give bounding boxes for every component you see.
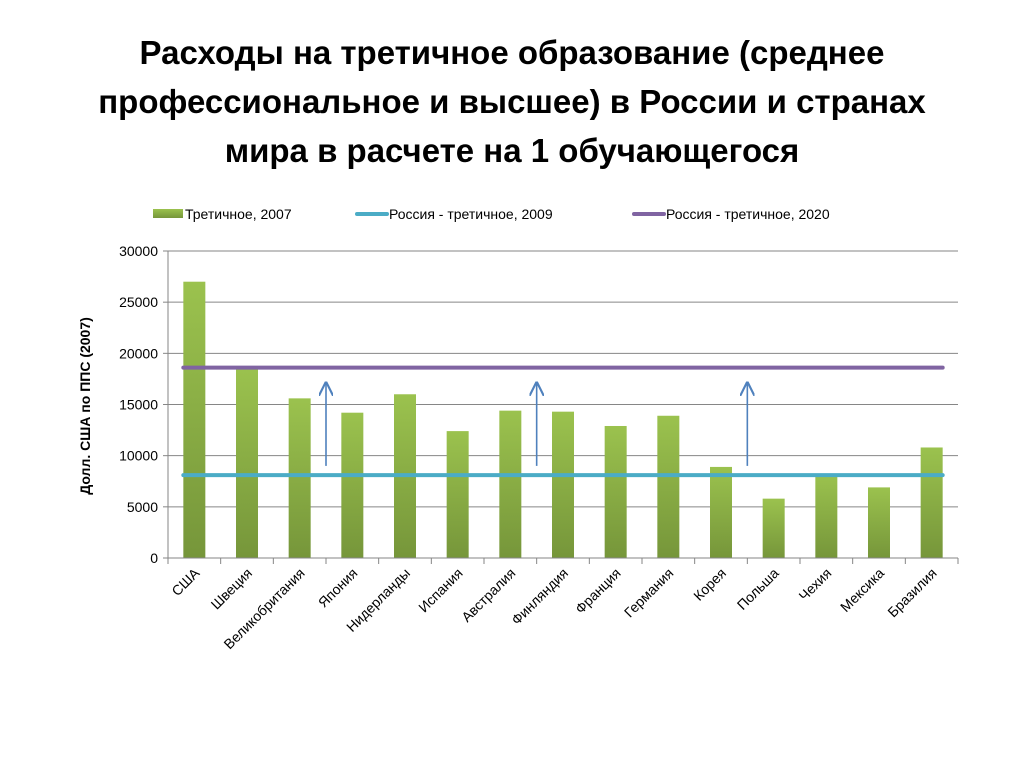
x-category-label: США bbox=[168, 564, 203, 599]
bar-1 bbox=[183, 281, 206, 558]
y-tick-label: 30000 bbox=[119, 243, 158, 259]
chart-legend: Третичное, 2007 Россия - третичное, 2009 Р… bbox=[153, 206, 830, 222]
bar-14 bbox=[868, 487, 890, 558]
title-line-3: мира в расчете на 1 обучающегося bbox=[224, 132, 800, 169]
annotation-arrows bbox=[326, 383, 747, 466]
title-line-1: Расходы на третичное образование (средне… bbox=[139, 34, 885, 71]
bar-6 bbox=[446, 431, 469, 558]
legend-label: Россия - третичное, 2020 bbox=[666, 206, 830, 222]
bar-2 bbox=[236, 367, 258, 558]
bar-9 bbox=[604, 425, 627, 558]
y-tick-label: 0 bbox=[150, 550, 158, 566]
x-category-label: Бразилия bbox=[884, 565, 939, 620]
bar-15 bbox=[920, 447, 943, 558]
y-tick-label: 20000 bbox=[119, 345, 158, 361]
x-category-label: Франция bbox=[572, 565, 624, 617]
bar-11 bbox=[710, 466, 732, 558]
x-category-label: Испания bbox=[415, 565, 466, 616]
bar-8 bbox=[552, 411, 574, 558]
bar-13 bbox=[815, 475, 838, 558]
bar-7 bbox=[499, 410, 522, 558]
bar-chart: Третичное, 2007 Россия - третичное, 2009 Р… bbox=[77, 206, 959, 652]
legend-label: Третичное, 2007 bbox=[185, 206, 292, 222]
y-tick-label: 15000 bbox=[119, 397, 158, 413]
y-axis: 0 5000 10000 15000 20000 25000 30000 bbox=[119, 243, 169, 566]
x-category-label: Польша bbox=[734, 565, 782, 613]
y-tick-label: 10000 bbox=[119, 448, 158, 464]
x-category-label: Финляндия bbox=[508, 565, 571, 628]
x-category-label: Швеция bbox=[208, 565, 256, 613]
x-category-label: Япония bbox=[315, 565, 361, 611]
bar-4 bbox=[341, 412, 364, 558]
bar-10 bbox=[657, 415, 680, 558]
bar-12 bbox=[762, 498, 785, 558]
bar-series bbox=[183, 281, 943, 558]
y-axis-title: Долл. США по ППС (2007) bbox=[77, 317, 93, 495]
x-category-label: Чехия bbox=[795, 565, 834, 604]
legend-label: Россия - третичное, 2009 bbox=[389, 206, 553, 222]
title-line-2: профессиональное и высшее) в России и ст… bbox=[98, 83, 926, 120]
y-tick-label: 25000 bbox=[119, 294, 158, 310]
y-tick-label: 5000 bbox=[127, 499, 158, 515]
page-title: Расходы на третичное образование (средне… bbox=[40, 28, 984, 175]
x-category-label: Мексика bbox=[837, 565, 887, 615]
x-category-label: Германия bbox=[621, 565, 677, 621]
x-category-label: Корея bbox=[690, 565, 729, 604]
bar-3 bbox=[288, 398, 311, 558]
reference-lines bbox=[181, 365, 945, 478]
legend-swatch-bar bbox=[153, 209, 183, 218]
